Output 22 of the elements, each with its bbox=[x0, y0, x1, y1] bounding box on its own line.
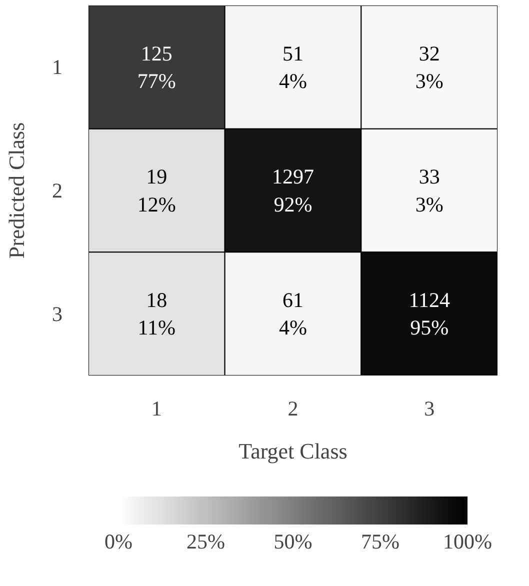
data-label: 33 3% bbox=[415, 164, 444, 216]
color-bar-label: 25% bbox=[186, 530, 226, 554]
color-bar-label: 0% bbox=[104, 530, 133, 554]
y-tick-label: 2 bbox=[52, 178, 62, 202]
color-bar-label: 75% bbox=[361, 530, 400, 554]
data-label: 19 12% bbox=[137, 164, 176, 216]
data-label: 1297 92% bbox=[272, 164, 314, 216]
data-label: 32 3% bbox=[415, 41, 444, 93]
x-tick-label: 1 bbox=[151, 396, 162, 420]
data-label: 125 77% bbox=[137, 41, 176, 93]
x-axis-title: Target Class bbox=[238, 438, 348, 464]
x-tick-label: 2 bbox=[288, 396, 298, 420]
y-tick-label: 1 bbox=[52, 55, 62, 80]
data-label: 51 4% bbox=[279, 41, 308, 93]
y-tick-label: 3 bbox=[52, 302, 62, 326]
x-tick-label: 3 bbox=[424, 396, 435, 420]
y-axis-title: Predicted Class bbox=[4, 122, 29, 259]
color-bar-label: 100% bbox=[443, 530, 492, 554]
color-bar-label: 50% bbox=[274, 530, 312, 554]
data-label: 1124 95% bbox=[408, 288, 450, 340]
data-label: 61 4% bbox=[279, 288, 308, 340]
data-label: 18 11% bbox=[138, 288, 176, 340]
